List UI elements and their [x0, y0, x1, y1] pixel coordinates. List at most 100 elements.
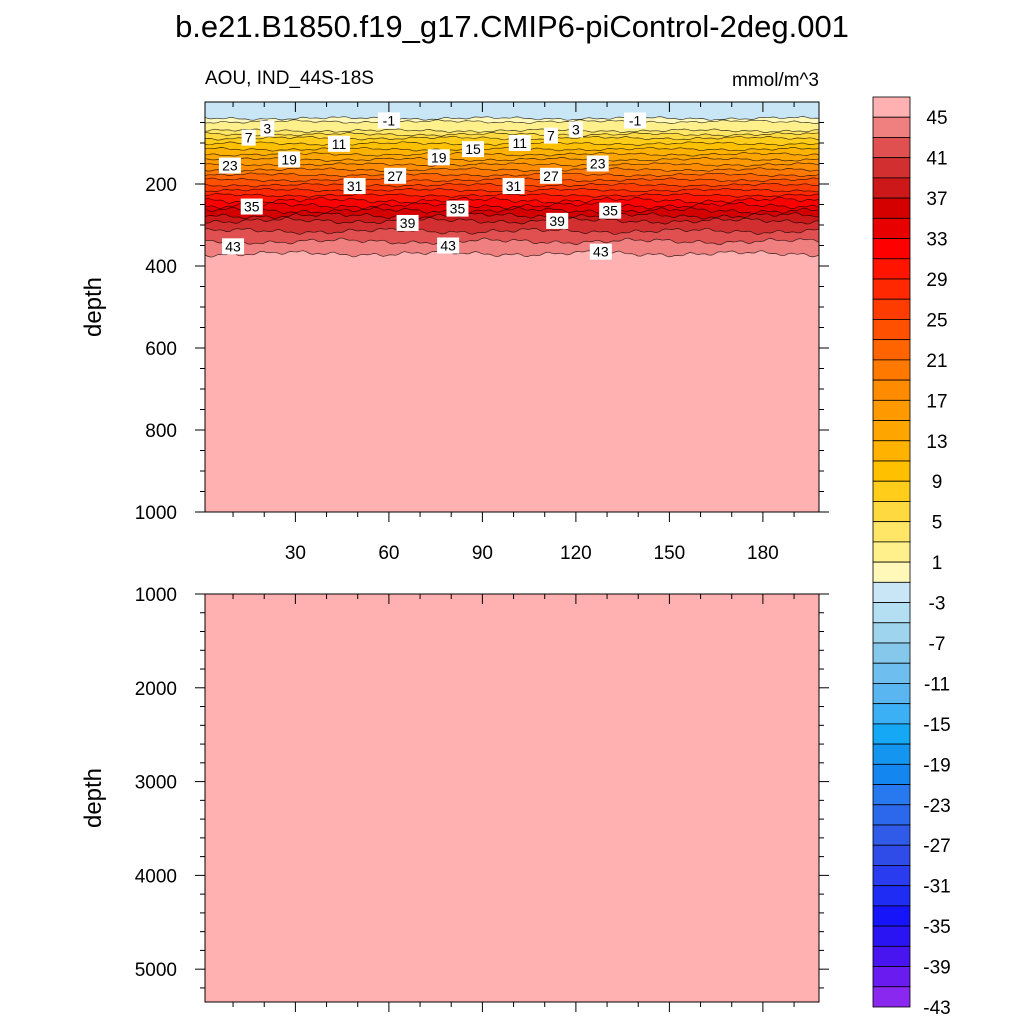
contour-label: 19 [278, 151, 301, 168]
panel-subtitle-right: mmol/m^3 [732, 70, 819, 91]
contour-label-text: 27 [543, 168, 559, 184]
contour-label-bg [241, 129, 256, 146]
x-tick-label: 60 [378, 543, 399, 564]
colorbar-label: 21 [926, 351, 947, 372]
contour-label-text: 11 [332, 136, 347, 152]
contour-label-text: -1 [629, 112, 642, 128]
contour-label-text: 31 [506, 178, 522, 194]
contour-label-text: 7 [245, 130, 253, 146]
colorbar-label: -7 [929, 634, 946, 655]
colorbar-box [872, 986, 911, 1008]
colorbar-box [872, 561, 911, 583]
contour-label-bg [396, 214, 419, 231]
x-tick-label: 180 [747, 543, 779, 564]
contour-line--1 [205, 116, 819, 121]
y-tick-label: 600 [145, 339, 177, 360]
lower-axes: 1000 2000 3000 4000 5000 [135, 585, 829, 1012]
colorbar-box [872, 399, 911, 421]
y-tick-label: 2000 [135, 679, 177, 700]
contour-label-text: 23 [590, 156, 606, 172]
contour-label: 39 [546, 212, 569, 229]
contour-label: 43 [437, 237, 460, 254]
contour-line-15 [205, 157, 819, 162]
contour-line-45 [205, 250, 819, 258]
y-tick-label: 3000 [135, 773, 177, 794]
colorbar-label: -23 [923, 796, 950, 817]
contour-label-bg [539, 167, 562, 184]
colorbar-box [872, 298, 911, 320]
colorbar-label: -31 [923, 877, 950, 898]
contour-label: 31 [343, 178, 366, 195]
contour-label: 27 [384, 167, 407, 184]
colorbar-box [872, 743, 911, 765]
contour-line-43 [205, 237, 819, 246]
colorbar-label: 1 [932, 553, 943, 574]
contour-label-bg [218, 157, 241, 174]
contour-label: 11 [508, 135, 531, 151]
colorbar-box [872, 420, 911, 442]
contour-label-text: 15 [465, 141, 481, 157]
contour-line-13 [205, 152, 819, 157]
colorbar-label: 17 [926, 391, 947, 412]
colorbar-box [872, 258, 911, 280]
colorbar-box [872, 480, 911, 502]
x-tick-label: 120 [560, 543, 592, 564]
contour-label-text: 19 [431, 149, 447, 165]
contour-line-33 [205, 202, 819, 210]
colorbar-label: -39 [923, 958, 950, 979]
contour-line-1 [205, 119, 819, 124]
colorbar-box [872, 177, 911, 199]
contour-label: 7 [241, 129, 256, 146]
colorbar-label: -3 [929, 594, 946, 615]
colorbar-label: 9 [932, 472, 943, 493]
contour-label-bg [599, 202, 622, 219]
contour-label-text: 39 [400, 215, 416, 231]
contour-label: 35 [599, 202, 622, 219]
colorbar-box [872, 723, 911, 745]
colorbar-box [872, 804, 911, 826]
contour-line-41 [205, 227, 819, 235]
contour-label-bg [328, 135, 351, 152]
contour-line-35 [205, 206, 819, 215]
contour-label: 23 [586, 155, 609, 172]
contour-label-bg [508, 135, 531, 151]
colorbar-box [872, 642, 911, 664]
contour-line-31 [205, 196, 819, 204]
contour-label-bg [384, 167, 407, 184]
colorbar-boxes [872, 96, 911, 1008]
contour-label-text: 39 [549, 213, 565, 229]
contour-line-37 [205, 212, 819, 220]
colorbar-box [872, 622, 911, 644]
colorbar-box [872, 602, 911, 624]
contour-label-text: 43 [440, 238, 456, 254]
colorbar-box [872, 157, 911, 179]
contour-bands [205, 102, 819, 512]
contour-label: -1 [624, 112, 647, 129]
contour-label-text: 31 [347, 178, 363, 194]
contour-line-3 [205, 128, 819, 134]
contour-label-text: 7 [547, 128, 555, 144]
y-tick-label: 1000 [135, 503, 177, 524]
x-tick-label: 30 [285, 543, 306, 564]
colorbar-labels: 45 41 37 33 29 25 21 17 13 9 5 1 -3 -7 -11 -15 -19 -23 -27… [923, 108, 950, 1019]
contour-label-text: 27 [387, 168, 403, 184]
contour-label: 3 [568, 121, 583, 138]
contour-label: 43 [222, 238, 245, 255]
contour-label-text: 43 [593, 244, 609, 260]
contour-label-bg [624, 112, 647, 129]
contour-label-bg [240, 198, 263, 215]
contour-label: 39 [396, 214, 419, 231]
colorbar-label: 33 [926, 230, 947, 251]
colorbar-label: 37 [926, 189, 947, 210]
colorbar-box [872, 521, 911, 543]
contour-label: -1 [377, 112, 400, 129]
contour-line-39 [205, 217, 819, 225]
contour-label: 15 [462, 141, 485, 158]
contour-label-bg [446, 200, 469, 217]
colorbar-box [872, 96, 911, 118]
contour-label: 3 [260, 121, 275, 137]
colorbar-label: 5 [932, 513, 943, 534]
